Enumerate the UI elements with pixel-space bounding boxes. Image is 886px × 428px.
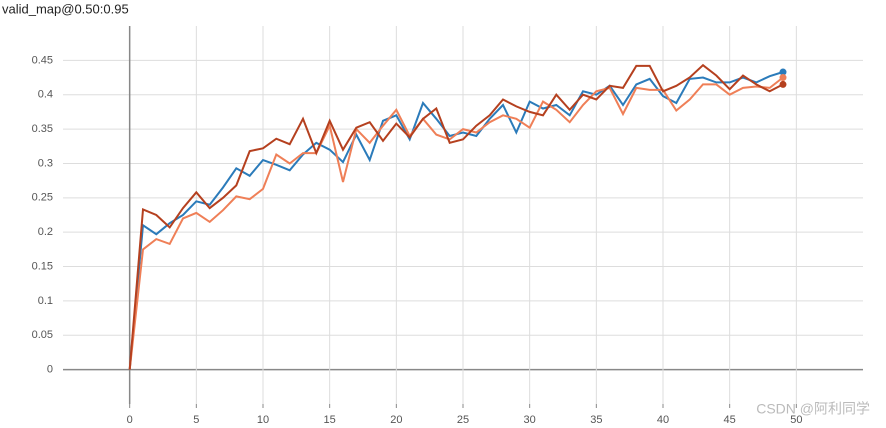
x-tick-label: 45 [724,414,736,426]
end-point [779,80,787,88]
x-tick-label: 30 [524,414,536,426]
x-tick-label: 15 [324,414,336,426]
series-line [128,63,784,370]
y-tick-label: 0.1 [38,295,53,307]
series-line [128,71,784,370]
x-tick-label: 0 [127,414,133,426]
y-tick-label: 0.4 [38,89,53,101]
end-point [779,68,787,76]
series-line [128,76,784,370]
y-tick-label: 0.35 [32,123,53,135]
y-tick-label: 0.2 [38,226,53,238]
x-tick-label: 25 [457,414,469,426]
y-tick-label: 0 [47,364,53,376]
y-tick-label: 0.3 [38,157,53,169]
x-tick-label: 40 [657,414,669,426]
x-tick-label: 50 [790,414,802,426]
watermark: CSDN @阿利同学 [756,401,870,417]
y-tick-label: 0.15 [32,260,53,272]
end-point [779,74,787,82]
y-tick-label: 0.25 [32,192,53,204]
x-tick-label: 5 [193,414,199,426]
chart-title: valid_map@0.50:0.95 [2,1,129,16]
x-tick-label: 35 [590,414,602,426]
x-tick-label: 20 [390,414,402,426]
y-tick-label: 0.05 [32,329,53,341]
x-tick-label: 10 [257,414,269,426]
y-tick-label: 0.45 [32,54,53,66]
